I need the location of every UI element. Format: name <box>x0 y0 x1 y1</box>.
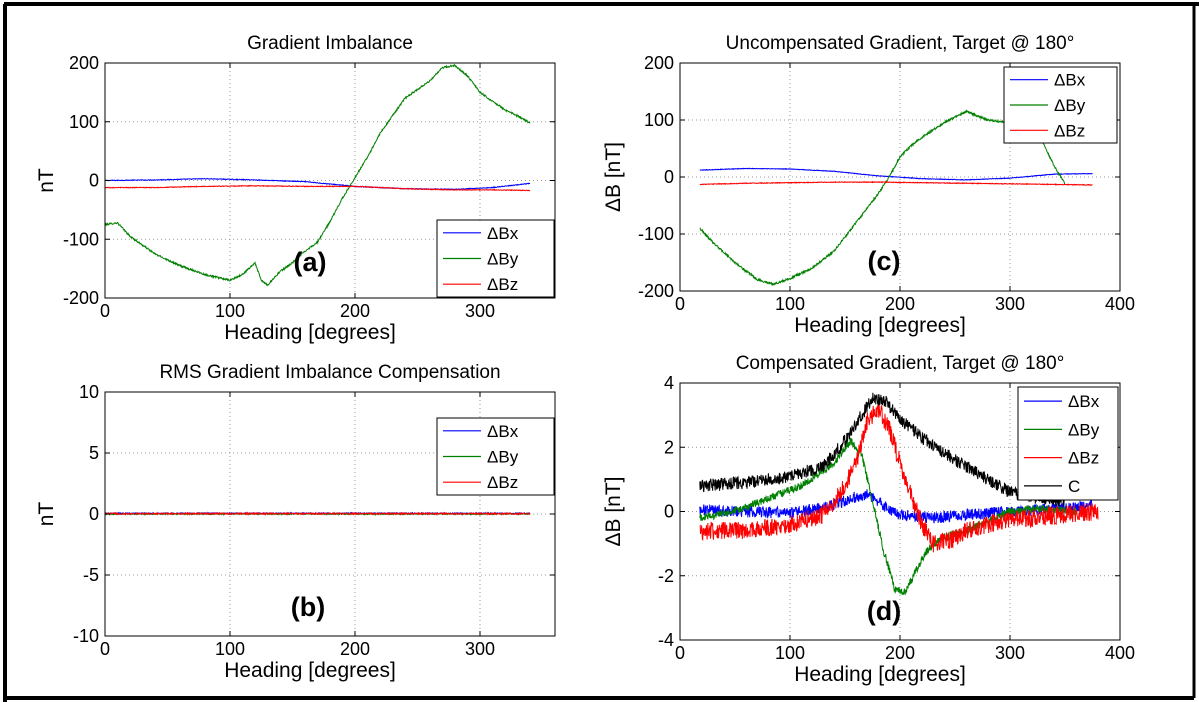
x-axis-label: Heading [degrees] <box>794 663 966 686</box>
x-tick-label: 400 <box>1105 643 1135 663</box>
x-axis-label: Heading [degrees] <box>794 314 966 337</box>
series-line <box>699 401 1099 553</box>
x-tick-label: 200 <box>340 301 370 321</box>
series-line <box>699 167 1093 181</box>
y-tick-label: 200 <box>69 53 99 73</box>
y-axis-label: nT <box>35 168 58 193</box>
y-tick-label: 5 <box>89 443 99 463</box>
y-tick-label: -100 <box>638 224 674 244</box>
y-tick-label: -2 <box>658 566 674 586</box>
legend-label: ΔBz <box>487 473 518 492</box>
y-tick-label: -5 <box>83 565 99 585</box>
y-tick-label: -200 <box>63 288 99 308</box>
y-tick-label: 100 <box>69 112 99 132</box>
legend-label: ΔBz <box>1054 121 1085 140</box>
y-tick-label: 0 <box>664 502 674 522</box>
series-line <box>699 489 1093 524</box>
chart-title: Gradient Imbalance <box>247 33 413 54</box>
x-tick-label: 300 <box>465 639 495 659</box>
y-axis-label: nT <box>35 502 58 527</box>
x-axis-label: Heading [degrees] <box>224 321 396 344</box>
y-tick-label: 2 <box>664 437 674 457</box>
series-line <box>105 184 531 192</box>
x-tick-label: 0 <box>100 639 110 659</box>
panel-label: (b) <box>291 592 325 622</box>
y-axis-label: ΔB [nT] <box>602 142 625 212</box>
series-line <box>699 392 1066 508</box>
chart-title: RMS Gradient Imbalance Compensation <box>159 362 500 383</box>
legend-box <box>1017 386 1119 501</box>
x-tick-label: 0 <box>100 301 110 321</box>
y-tick-label: -100 <box>63 229 99 249</box>
legend-label: ΔBx <box>487 224 519 243</box>
series-line <box>105 511 531 516</box>
y-tick-label: -10 <box>73 626 99 646</box>
x-tick-label: 300 <box>995 294 1025 314</box>
legend: ΔBx ΔBy ΔBz <box>1003 66 1118 144</box>
y-tick-label: 4 <box>664 373 674 393</box>
y-tick-label: 0 <box>89 504 99 524</box>
x-tick-label: 100 <box>775 643 805 663</box>
series-line <box>699 180 1093 186</box>
y-tick-label: 100 <box>644 110 674 130</box>
x-tick-label: 0 <box>675 643 685 663</box>
legend: ΔBx ΔBy ΔBz C <box>1017 386 1119 501</box>
x-tick-label: 100 <box>215 639 245 659</box>
panel-c: 0 100 200 300 400 -200 -100 0 100 200 Uncompensate… <box>602 33 1135 337</box>
y-tick-label: 0 <box>664 167 674 187</box>
x-tick-label: 400 <box>1105 294 1135 314</box>
legend-label: ΔBx <box>487 422 519 441</box>
x-tick-label: 200 <box>885 643 915 663</box>
panel-d: 0 100 200 300 400 -4 -2 0 2 4 Compensated Gradient… <box>602 353 1135 686</box>
series-line <box>105 64 531 287</box>
legend-label: ΔBy <box>1068 420 1100 439</box>
panel-label: (d) <box>867 596 901 626</box>
panel-label: (c) <box>868 246 901 276</box>
y-tick-label: -4 <box>658 630 674 650</box>
legend-label: C <box>1068 477 1080 496</box>
chart-title: Compensated Gradient, Target @ 180° <box>736 353 1065 374</box>
y-tick-label: 200 <box>644 53 674 73</box>
x-tick-label: 300 <box>995 643 1025 663</box>
legend: ΔBx ΔBy ΔBz <box>436 219 555 298</box>
chart-title: Uncompensated Gradient, Target @ 180° <box>726 33 1075 54</box>
legend-label: ΔBy <box>487 250 519 269</box>
panel-label: (a) <box>294 247 327 277</box>
x-tick-label: 100 <box>775 294 805 314</box>
y-tick-label: -200 <box>638 281 674 301</box>
legend-label: ΔBy <box>1054 96 1086 115</box>
y-tick-label: 0 <box>89 171 99 191</box>
legend-label: ΔBx <box>1068 392 1100 411</box>
legend-label: ΔBx <box>1054 71 1086 90</box>
x-tick-label: 200 <box>885 294 915 314</box>
panel-a: 0 100 200 300 -200 -100 0 100 200 Gradient Imbala… <box>35 33 556 344</box>
x-tick-label: 300 <box>465 301 495 321</box>
x-tick-label: 200 <box>340 639 370 659</box>
y-axis-label: ΔB [nT] <box>602 476 625 546</box>
legend: ΔBx ΔBy ΔBz <box>436 417 555 496</box>
y-tick-label: 10 <box>79 382 99 402</box>
legend-label: ΔBz <box>487 275 518 294</box>
legend-label: ΔBz <box>1068 449 1099 468</box>
legend-label: ΔBy <box>487 448 519 467</box>
series-line <box>699 437 1077 596</box>
x-axis-label: Heading [degrees] <box>224 659 396 682</box>
x-tick-label: 0 <box>675 294 685 314</box>
x-tick-label: 100 <box>215 301 245 321</box>
panel-b: 0 100 200 300 -10 -5 0 5 10 RMS Gradient Imbalanc… <box>35 362 556 682</box>
